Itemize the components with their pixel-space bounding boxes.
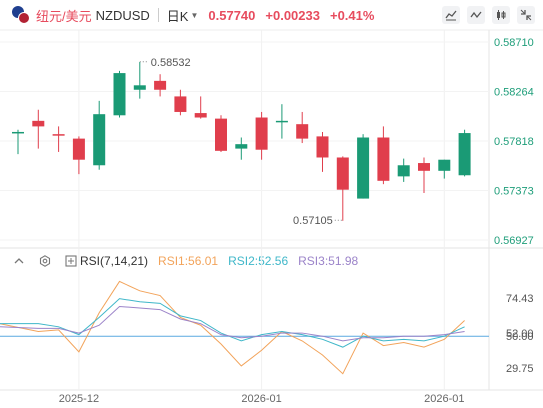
line-chart-icon[interactable] <box>442 6 460 24</box>
candle-body[interactable] <box>316 136 329 158</box>
pair-name-cn[interactable]: 纽元/美元 <box>36 8 92 24</box>
price-tick-label: 0.58264 <box>494 87 534 99</box>
rsi-legend: RSI(7,14,21) RSI1:56.01 RSI2:52.56 RSI3:… <box>0 251 358 271</box>
rsi1-value: RSI1:56.01 <box>158 254 219 268</box>
rsi-tick-label: 74.43 <box>506 293 534 305</box>
candle-body[interactable] <box>296 124 309 139</box>
candle-body[interactable] <box>174 96 187 112</box>
candle-body[interactable] <box>93 114 106 166</box>
candle-body[interactable] <box>357 137 370 199</box>
price-tick-label: 0.58710 <box>494 37 534 49</box>
rsi-tick-label: 50.00 <box>506 331 534 343</box>
currency-flag-icon <box>12 6 30 24</box>
period-selector[interactable]: 日K <box>166 8 189 24</box>
chart-header: 纽元/美元 NZDUSD 日K ▼ 0.57740 +0.00233 +0.41… <box>0 0 543 30</box>
collapse-icon[interactable] <box>517 6 535 24</box>
candle-body[interactable] <box>397 165 410 177</box>
date-tick-label: 2025-12 <box>59 393 99 405</box>
last-price: 0.57740 <box>208 7 256 23</box>
chevron-up-icon[interactable] <box>12 254 26 268</box>
price-change-pct: +0.41% <box>329 7 375 23</box>
candle-body[interactable] <box>336 157 349 190</box>
candle-body[interactable] <box>255 117 268 150</box>
high-annotation: 0.58532 <box>151 57 191 69</box>
candle-body[interactable] <box>458 133 471 176</box>
low-annotation: 0.57105 <box>293 215 333 227</box>
rsi-tick-label: 29.75 <box>506 363 534 375</box>
candle-body[interactable] <box>133 85 146 90</box>
candle-body[interactable] <box>418 163 430 171</box>
candle-type-icon[interactable] <box>492 6 510 24</box>
candle-body[interactable] <box>32 120 45 127</box>
candle-body[interactable] <box>377 137 390 181</box>
candle-body[interactable] <box>52 134 65 136</box>
candle-body[interactable] <box>113 73 126 116</box>
candle-body[interactable] <box>154 80 167 90</box>
date-tick-label: 2026-01 <box>424 393 464 405</box>
rsi3-value: RSI3:51.98 <box>298 254 359 268</box>
candle-body[interactable] <box>275 120 288 123</box>
rsi-name: RSI(7,14,21) <box>80 254 149 268</box>
add-indicator-icon[interactable] <box>64 254 78 268</box>
rsi-series-line-rsi1 <box>0 280 465 375</box>
rsi-series-line-rsi2 <box>0 298 465 348</box>
rsi-series-line-rsi3 <box>0 305 465 342</box>
pair-code[interactable]: NZDUSD <box>95 7 150 23</box>
price-tick-label: 0.56927 <box>494 235 534 247</box>
price-tick-label: 0.57373 <box>494 185 534 197</box>
period-dropdown-icon[interactable]: ▼ <box>190 10 199 20</box>
candle-body[interactable] <box>194 113 207 118</box>
candle-body[interactable] <box>438 159 451 171</box>
candle-body[interactable] <box>72 138 85 160</box>
rsi2-value: RSI2:52.56 <box>228 254 289 268</box>
price-change: +0.00233 <box>265 7 320 23</box>
candle-body[interactable] <box>235 144 248 149</box>
date-tick-label: 2026-01 <box>241 393 281 405</box>
rsi-tick-label: 52.00 <box>506 328 534 340</box>
price-tick-label: 0.57818 <box>494 136 534 148</box>
gear-icon[interactable] <box>38 254 52 268</box>
indicator-icon[interactable] <box>467 6 485 24</box>
candle-body[interactable] <box>215 118 227 151</box>
header-divider <box>157 8 159 22</box>
chart-toolbar <box>435 6 535 24</box>
candle-body[interactable] <box>12 131 24 134</box>
